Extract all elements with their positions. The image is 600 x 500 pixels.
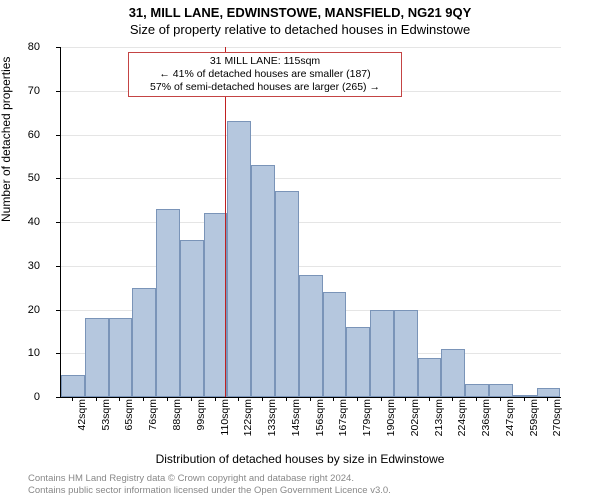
x-tick-label: 247sqm: [504, 399, 516, 436]
x-tick-label: 76sqm: [147, 399, 159, 431]
x-tick-mark: [119, 397, 120, 401]
y-tick-label: 40: [0, 216, 40, 228]
x-tick-mark: [357, 397, 358, 401]
histogram-bar: [180, 240, 204, 398]
plot-area: [60, 47, 561, 398]
histogram-bar: [489, 384, 513, 397]
x-tick-label: 145sqm: [290, 399, 302, 436]
x-tick-label: 236sqm: [480, 399, 492, 436]
x-tick-label: 133sqm: [266, 399, 278, 436]
y-tick-label: 30: [0, 260, 40, 272]
x-tick-label: 224sqm: [456, 399, 468, 436]
x-tick-label: 213sqm: [433, 399, 445, 436]
x-tick-mark: [452, 397, 453, 401]
histogram-bar: [346, 327, 370, 397]
x-tick-label: 53sqm: [100, 399, 112, 431]
x-tick-mark: [167, 397, 168, 401]
histogram-bar: [85, 318, 109, 397]
histogram-bar: [109, 318, 133, 397]
x-tick-mark: [333, 397, 334, 401]
y-tick-label: 70: [0, 85, 40, 97]
x-tick-label: 156sqm: [314, 399, 326, 436]
attribution-footer: Contains HM Land Registry data © Crown c…: [28, 473, 391, 496]
histogram-bar: [513, 395, 537, 397]
histogram-bar: [323, 292, 347, 397]
x-tick-label: 270sqm: [551, 399, 563, 436]
x-axis-label: Distribution of detached houses by size …: [0, 452, 600, 466]
x-tick-mark: [547, 397, 548, 401]
x-tick-mark: [191, 397, 192, 401]
chart-root: { "title_line1": "31, MILL LANE, EDWINST…: [0, 0, 600, 500]
x-tick-label: 88sqm: [171, 399, 183, 431]
histogram-bar: [394, 310, 418, 398]
x-tick-label: 202sqm: [409, 399, 421, 436]
histogram-bars: [61, 47, 561, 397]
histogram-bar: [370, 310, 394, 398]
reference-annotation-box: 31 MILL LANE: 115sqm← 41% of detached ho…: [128, 52, 402, 97]
y-tick-label: 50: [0, 172, 40, 184]
x-tick-mark: [143, 397, 144, 401]
y-tick-label: 10: [0, 347, 40, 359]
x-tick-mark: [310, 397, 311, 401]
page-subtitle: Size of property relative to detached ho…: [0, 22, 600, 37]
x-tick-label: 65sqm: [123, 399, 135, 431]
x-axis-ticks: 42sqm 53sqm 65sqm 76sqm 88sqm 99sqm 110sqm 122s…: [60, 397, 560, 449]
x-tick-mark: [405, 397, 406, 401]
x-tick-label: 167sqm: [337, 399, 349, 436]
x-tick-mark: [476, 397, 477, 401]
y-tick-label: 60: [0, 129, 40, 141]
x-tick-label: 122sqm: [242, 399, 254, 436]
annotation-line: ← 41% of detached houses are smaller (18…: [135, 68, 395, 81]
reference-line: [225, 47, 226, 397]
y-tick-label: 0: [0, 391, 40, 403]
footer-line-2: Contains public sector information licen…: [28, 485, 391, 496]
histogram-bar: [537, 388, 561, 397]
x-tick-label: 110sqm: [219, 399, 231, 436]
x-tick-label: 99sqm: [195, 399, 207, 431]
footer-line-1: Contains HM Land Registry data © Crown c…: [28, 473, 391, 484]
annotation-line: 31 MILL LANE: 115sqm: [135, 55, 395, 68]
histogram-bar: [299, 275, 323, 398]
x-tick-label: 42sqm: [76, 399, 88, 431]
page-title-address: 31, MILL LANE, EDWINSTOWE, MANSFIELD, NG…: [0, 5, 600, 20]
histogram-bar: [132, 288, 156, 397]
x-tick-mark: [381, 397, 382, 401]
annotation-line: 57% of semi-detached houses are larger (…: [135, 81, 395, 94]
y-tick-label: 20: [0, 304, 40, 316]
histogram-bar: [61, 375, 85, 397]
histogram-bar: [441, 349, 465, 397]
histogram-bar: [275, 191, 299, 397]
x-tick-mark: [238, 397, 239, 401]
x-tick-mark: [215, 397, 216, 401]
x-tick-label: 179sqm: [361, 399, 373, 436]
x-tick-mark: [96, 397, 97, 401]
x-tick-mark: [286, 397, 287, 401]
histogram-bar: [418, 358, 442, 397]
x-tick-mark: [262, 397, 263, 401]
x-tick-mark: [500, 397, 501, 401]
histogram-bar: [156, 209, 180, 397]
histogram-bar: [251, 165, 275, 397]
x-tick-label: 259sqm: [528, 399, 540, 436]
y-tick-label: 80: [0, 41, 40, 53]
histogram-bar: [465, 384, 489, 397]
x-tick-mark: [524, 397, 525, 401]
x-tick-label: 190sqm: [385, 399, 397, 436]
histogram-bar: [227, 121, 251, 397]
x-tick-mark: [429, 397, 430, 401]
histogram-bar: [204, 213, 228, 397]
x-tick-mark: [72, 397, 73, 401]
